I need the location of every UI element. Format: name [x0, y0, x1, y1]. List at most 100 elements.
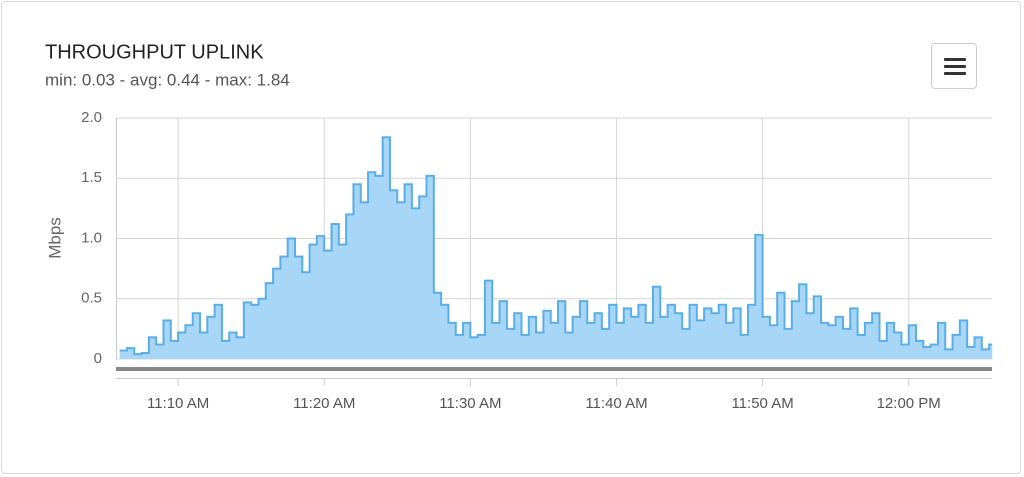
area-step: [368, 172, 376, 359]
area-step: [916, 340, 924, 359]
area-step: [828, 325, 836, 359]
area-step: [777, 292, 785, 359]
area-step: [273, 268, 281, 359]
area-step: [937, 322, 946, 359]
plot-area: [119, 136, 993, 359]
area-step: [433, 292, 442, 359]
area-step: [696, 320, 705, 359]
area-step: [404, 184, 413, 359]
area-step: [959, 320, 968, 359]
area-step: [981, 349, 990, 359]
x-tick-label: 11:10 AM: [147, 395, 209, 412]
area-step: [170, 340, 179, 359]
area-step: [484, 280, 493, 359]
area-step: [221, 340, 230, 359]
area-step: [506, 328, 515, 359]
area-step: [134, 354, 142, 359]
area-step: [200, 332, 208, 359]
area-step: [558, 301, 566, 359]
area-step: [806, 313, 815, 359]
area-step: [952, 334, 961, 359]
area-step: [609, 304, 617, 359]
x-tick-label: 11:20 AM: [293, 395, 355, 412]
area-step: [294, 256, 303, 359]
area-step: [470, 337, 478, 359]
area-step: [638, 304, 646, 359]
area-step: [463, 322, 471, 359]
area-step: [309, 244, 318, 359]
area-step: [346, 214, 354, 359]
area-step: [601, 328, 610, 359]
area-step: [543, 310, 552, 359]
area-step: [156, 344, 164, 359]
x-tick-label: 12:00 PM: [877, 395, 941, 412]
area-step: [163, 320, 172, 359]
x-tick-label: 11:30 AM: [439, 395, 501, 412]
area-step: [872, 313, 880, 359]
menu-icon-bar: [944, 65, 966, 68]
area-step: [879, 340, 888, 359]
area-step: [448, 322, 457, 359]
x-tick-label: 11:50 AM: [731, 395, 793, 412]
area-step: [733, 308, 741, 359]
area-step: [594, 313, 603, 359]
area-step: [455, 334, 464, 359]
area-step: [419, 196, 427, 359]
area-step: [324, 250, 332, 359]
area-step: [572, 316, 581, 359]
menu-icon-bar: [944, 58, 966, 61]
area-step: [338, 244, 347, 359]
area-step: [185, 325, 194, 359]
y-tick-label: 0: [94, 350, 102, 367]
area-step: [923, 346, 931, 359]
chart-subtitle: min: 0.03 - avg: 0.44 - max: 1.84: [45, 70, 290, 89]
area-step: [945, 349, 953, 359]
menu-button[interactable]: [931, 43, 977, 89]
area-step: [769, 325, 778, 359]
area-step: [565, 332, 573, 359]
x-tick-label: 11:40 AM: [585, 395, 647, 412]
area-step: [930, 344, 939, 359]
area-step: [375, 175, 383, 359]
area-step: [842, 328, 851, 359]
area-step: [645, 322, 654, 359]
area-step: [360, 202, 369, 359]
area-step: [989, 344, 993, 359]
area-step: [908, 325, 917, 359]
area-step: [302, 272, 310, 359]
area-step: [550, 322, 559, 359]
area-step: [762, 316, 771, 359]
area-step: [682, 328, 690, 359]
y-tick-label: 0.5: [81, 290, 102, 307]
area-step: [492, 322, 500, 359]
area-step: [901, 344, 910, 359]
area-step: [411, 208, 420, 359]
area-step: [631, 316, 639, 359]
area-step: [280, 256, 288, 359]
y-tick-label: 2.0: [81, 109, 102, 126]
area-step: [784, 328, 793, 359]
area-step: [251, 304, 259, 359]
area-step: [265, 283, 274, 359]
area-step: [799, 284, 807, 359]
area-step: [660, 316, 668, 359]
area-step: [331, 224, 340, 359]
area-step: [426, 175, 435, 359]
y-axis-label: Mbps: [45, 217, 64, 259]
area-step: [835, 316, 844, 359]
area-step: [587, 322, 595, 359]
area-step: [141, 352, 150, 359]
area-step: [616, 322, 625, 359]
area-step: [536, 332, 544, 359]
area-step: [178, 332, 186, 359]
area-step: [477, 334, 486, 359]
area-step: [674, 313, 683, 359]
area-step: [726, 322, 734, 359]
menu-icon-bar: [944, 72, 966, 75]
area-step: [813, 296, 822, 359]
area-step: [192, 313, 201, 359]
area-step: [126, 348, 135, 359]
area-step: [389, 190, 398, 359]
